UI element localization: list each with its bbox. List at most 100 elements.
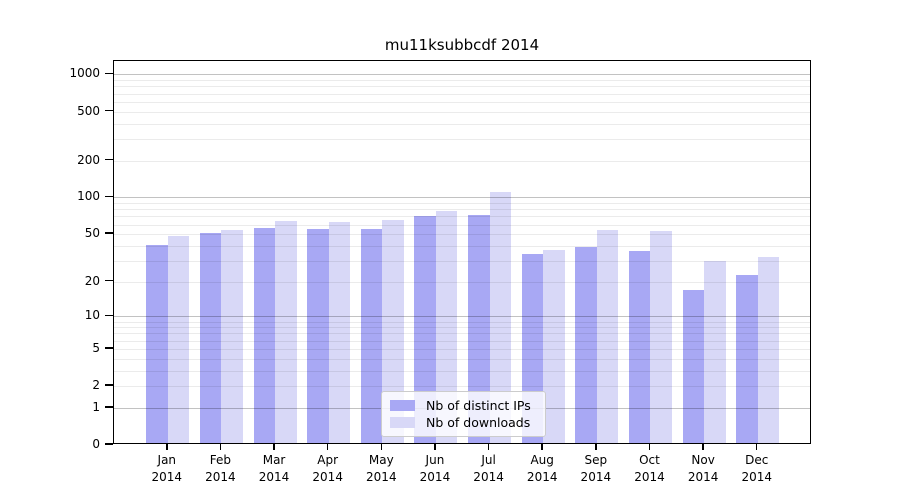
bar-distinct-ips-apr — [307, 229, 329, 444]
gridline-10 — [114, 316, 810, 318]
x-tick-jul — [487, 444, 490, 450]
bar-downloads-nov — [704, 260, 726, 444]
bar-downloads-feb — [221, 230, 243, 444]
bar-distinct-ips-jan — [146, 244, 168, 444]
x-tick-label-jun: Jun 2014 — [419, 453, 451, 484]
bar-downloads-mar — [275, 221, 297, 444]
y-tick-50 — [105, 232, 113, 234]
bar-distinct-ips-dec — [736, 274, 758, 444]
x-tick-dec — [755, 444, 758, 450]
y-tick-5 — [105, 347, 113, 349]
x-tick-label-jul: Jul 2014 — [473, 453, 504, 484]
x-tick-label-feb: Feb 2014 — [205, 453, 236, 484]
bar-distinct-ips-may — [360, 229, 383, 444]
gridline-500 — [114, 111, 810, 113]
x-tick-aug — [541, 444, 543, 450]
gridline-5 — [114, 348, 810, 350]
x-tick-label-sep: Sep 2014 — [580, 453, 612, 484]
bar-distinct-ips-jun — [414, 215, 436, 444]
x-tick-mar — [273, 444, 275, 450]
bar-distinct-ips-sep — [575, 247, 597, 444]
y-tick-10 — [105, 314, 113, 317]
gridline-50 — [114, 234, 810, 236]
gridline-6 — [114, 340, 810, 342]
y-tick-label-500: 500 — [77, 103, 100, 118]
gridline-800 — [114, 86, 810, 88]
x-tick-jan — [166, 444, 168, 450]
x-tick-oct — [648, 444, 651, 450]
x-tick-label-aug: Aug 2014 — [526, 453, 558, 484]
bar-downloads-oct — [650, 231, 672, 444]
x-tick-nov — [702, 444, 704, 450]
y-tick-label-100: 100 — [77, 189, 100, 204]
bar-downloads-aug — [543, 249, 565, 444]
x-tick-label-may: May 2014 — [366, 453, 397, 484]
legend: Nb of distinct IPs Nb of downloads — [381, 391, 546, 437]
bar-downloads-jan — [167, 236, 190, 444]
gridline-2 — [114, 386, 810, 388]
gridline-200 — [114, 160, 810, 162]
legend-swatch-distinct-ips — [390, 399, 415, 411]
gridline-700 — [114, 93, 810, 95]
bar-distinct-ips-nov — [682, 289, 705, 444]
x-tick-label-mar: Mar 2014 — [258, 453, 290, 484]
bar-distinct-ips-mar — [253, 228, 276, 444]
bar-downloads-sep — [596, 230, 619, 444]
plot-area: Nb of distinct IPs Nb of downloads — [113, 60, 811, 444]
gridline-1000 — [114, 74, 810, 76]
x-tick-label-oct: Oct 2014 — [634, 453, 665, 484]
y-tick-2 — [105, 384, 113, 386]
x-tick-may — [380, 444, 383, 450]
y-tick-20 — [105, 279, 113, 282]
bar-distinct-ips-oct — [628, 251, 651, 444]
y-tick-label-0: 0 — [92, 437, 100, 451]
bar-distinct-ips-feb — [199, 233, 222, 444]
legend-label-downloads: Nb of downloads — [426, 415, 531, 431]
legend-entry-downloads: Nb of downloads — [390, 415, 537, 430]
gridline-8 — [114, 327, 810, 329]
gridline-100 — [114, 197, 810, 199]
bar-downloads-jun — [435, 210, 458, 444]
chart-title: mu11ksubbcdf 2014 — [384, 36, 540, 54]
y-tick-1 — [105, 406, 113, 408]
y-tick-200 — [105, 158, 113, 161]
bar-downloads-apr — [328, 221, 351, 444]
gridline-80 — [114, 209, 810, 211]
x-tick-sep — [595, 444, 597, 450]
x-tick-feb — [219, 444, 222, 450]
y-tick-label-20: 20 — [84, 273, 100, 288]
gridline-3 — [114, 370, 810, 372]
x-tick-label-dec: Dec 2014 — [741, 453, 772, 484]
gridline-400 — [114, 123, 810, 125]
x-tick-apr — [326, 444, 329, 450]
y-tick-0 — [105, 443, 113, 445]
bar-downloads-may — [382, 220, 404, 444]
y-tick-label-50: 50 — [84, 226, 100, 241]
gridline-900 — [114, 80, 810, 82]
bar-distinct-ips-jul — [468, 214, 490, 444]
y-tick-label-2: 2 — [92, 378, 100, 393]
gridline-9 — [114, 321, 810, 323]
y-tick-label-5: 5 — [92, 340, 100, 355]
y-tick-1000 — [105, 72, 113, 75]
gridline-70 — [114, 216, 810, 218]
x-tick-label-nov: Nov 2014 — [687, 453, 719, 484]
legend-swatch-downloads — [390, 417, 415, 429]
y-tick-label-200: 200 — [77, 152, 100, 167]
y-tick-label-1: 1 — [92, 399, 100, 414]
gridline-7 — [114, 333, 810, 335]
x-tick-jun — [434, 444, 436, 450]
x-tick-label-jan: Jan 2014 — [151, 453, 183, 484]
y-tick-label-10: 10 — [84, 308, 100, 323]
gridline-40 — [114, 245, 810, 247]
gridline-300 — [114, 138, 810, 140]
y-tick-100 — [105, 195, 113, 198]
bar-downloads-jul — [489, 192, 512, 444]
gridline-30 — [114, 260, 810, 262]
legend-label-distinct-ips: Nb of distinct IPs — [426, 397, 531, 413]
gridline-20 — [114, 281, 810, 283]
x-tick-label-apr: Apr 2014 — [312, 453, 343, 484]
gridline-60 — [114, 224, 810, 226]
gridline-600 — [114, 101, 810, 103]
